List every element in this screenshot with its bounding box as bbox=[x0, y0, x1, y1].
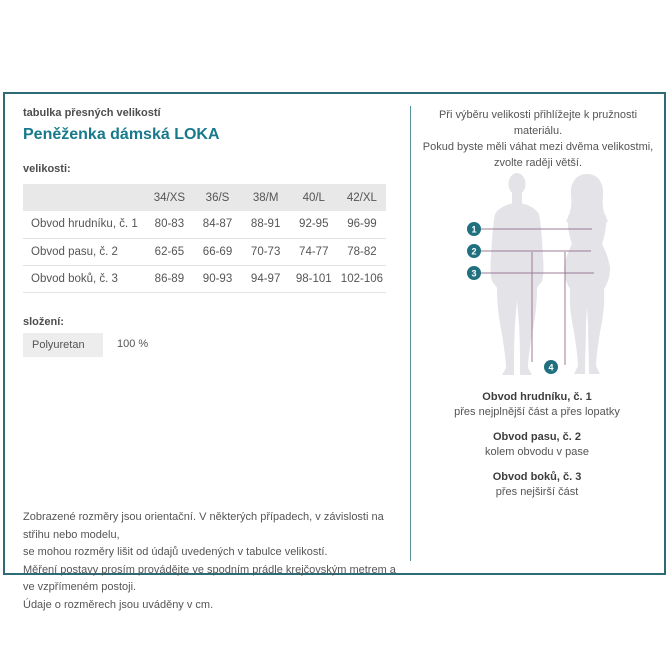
marker-4: 4 bbox=[544, 360, 558, 374]
size-chart-panel: tabulka přesných velikostí Peněženka dám… bbox=[3, 92, 666, 611]
fit-advice-line: zvolte raději větší. bbox=[493, 157, 583, 169]
size-cell: 78-82 bbox=[337, 238, 386, 266]
eyebrow-label: tabulka přesných velikostí bbox=[23, 107, 161, 119]
header-cell-size: 42/XL bbox=[337, 184, 386, 211]
measurement-desc: přes nejširší část bbox=[495, 486, 579, 498]
size-cell: 98-101 bbox=[289, 265, 338, 293]
footnote: Zobrazené rozměry jsou orientační. V něk… bbox=[23, 509, 403, 614]
measurement-title: Obvod hrudníku, č. 1 bbox=[482, 391, 592, 403]
svg-text:3: 3 bbox=[471, 269, 476, 279]
footnote-line: Měření postavy prosím provádějte ve spod… bbox=[23, 563, 396, 594]
size-cell: 92-95 bbox=[289, 211, 338, 239]
size-cell: 66-69 bbox=[193, 238, 242, 266]
measurement-desc: přes nejplnější část a přes lopatky bbox=[454, 406, 620, 418]
footnote-line: se mohou rozměry lišit od údajů uvedenýc… bbox=[23, 546, 328, 558]
header-cell-size: 36/S bbox=[193, 184, 242, 211]
marker-2: 2 bbox=[467, 244, 481, 258]
measurement-title: Obvod pasu, č. 2 bbox=[492, 431, 582, 443]
size-cell: 88-91 bbox=[241, 211, 290, 239]
material-chip: Polyuretan bbox=[23, 333, 103, 357]
size-cell: 94-97 bbox=[241, 265, 290, 293]
size-cell: 86-89 bbox=[145, 265, 194, 293]
table-header-row: 34/XS 36/S 38/M 40/L 42/XL bbox=[23, 184, 386, 211]
size-cell: 96-99 bbox=[337, 211, 386, 239]
product-title: Peněženka dámská LOKA bbox=[23, 126, 220, 143]
panel-divider bbox=[410, 106, 411, 561]
footnote-line: Údaje o rozměrech jsou uváděny v cm. bbox=[23, 598, 214, 611]
size-cell: 90-93 bbox=[193, 265, 242, 293]
table-row: Obvod hrudníku, č. 1 80-83 84-87 88-91 9… bbox=[23, 211, 386, 239]
svg-text:2: 2 bbox=[471, 247, 476, 257]
footnote-line: Zobrazené rozměry jsou orientační. V něk… bbox=[23, 511, 384, 541]
size-cell: 80-83 bbox=[145, 211, 194, 239]
size-table: 34/XS 36/S 38/M 40/L 42/XL Obvod hrudník… bbox=[23, 184, 386, 293]
header-cell-size: 38/M bbox=[241, 184, 290, 211]
measurement-group: Obvod hrudníku, č. 1 přes nejplnější čás… bbox=[412, 390, 662, 420]
sizes-label: velikosti: bbox=[23, 163, 71, 175]
marker-1: 1 bbox=[467, 222, 481, 236]
measurement-legend: Obvod hrudníku, č. 1 přes nejplnější čás… bbox=[412, 390, 662, 510]
size-cell: 102-106 bbox=[337, 265, 386, 293]
material-percentage: 100 % bbox=[117, 338, 149, 350]
measurement-desc: kolem obvodu v pase bbox=[485, 446, 589, 458]
table-row: Obvod pasu, č. 2 62-65 66-69 70-73 74-77… bbox=[23, 238, 386, 266]
marker-3: 3 bbox=[467, 266, 481, 280]
header-cell-size: 34/XS bbox=[145, 184, 194, 211]
fit-advice-line: Při výběru velikosti přihlížejte k pružn… bbox=[438, 109, 638, 137]
composition-label: složení: bbox=[23, 316, 64, 328]
header-cell-size: 40/L bbox=[289, 184, 338, 211]
size-cell: 74-77 bbox=[289, 238, 338, 266]
body-measurement-diagram: 1 2 3 4 bbox=[467, 173, 610, 375]
size-cell: 84-87 bbox=[193, 211, 242, 239]
fit-advice-line: Pokud byste měli váhat mezi dvěma veliko… bbox=[422, 141, 654, 153]
row-label: Obvod boků, č. 3 bbox=[23, 265, 146, 293]
svg-text:1: 1 bbox=[471, 225, 476, 235]
row-label: Obvod pasu, č. 2 bbox=[23, 238, 146, 266]
size-cell: 62-65 bbox=[145, 238, 194, 266]
svg-text:4: 4 bbox=[548, 363, 553, 373]
measurement-title: Obvod boků, č. 3 bbox=[492, 471, 582, 483]
row-label: Obvod hrudníku, č. 1 bbox=[23, 211, 146, 239]
header-cell-empty bbox=[23, 184, 146, 211]
fit-advice: Při výběru velikosti přihlížejte k pružn… bbox=[415, 107, 661, 171]
measurement-group: Obvod pasu, č. 2 kolem obvodu v pase bbox=[412, 430, 662, 460]
table-row: Obvod boků, č. 3 86-89 90-93 94-97 98-10… bbox=[23, 265, 386, 293]
male-silhouette bbox=[490, 173, 544, 375]
size-cell: 70-73 bbox=[241, 238, 290, 266]
female-silhouette bbox=[564, 174, 610, 374]
measurement-group: Obvod boků, č. 3 přes nejširší část bbox=[412, 470, 662, 500]
